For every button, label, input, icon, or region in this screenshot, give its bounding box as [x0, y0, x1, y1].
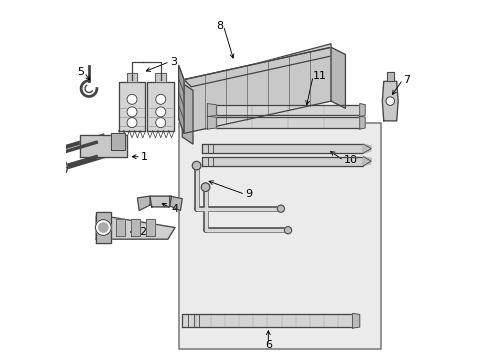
Polygon shape	[179, 65, 184, 134]
Circle shape	[96, 220, 111, 235]
Circle shape	[201, 183, 210, 192]
Polygon shape	[216, 105, 360, 116]
Polygon shape	[182, 315, 353, 327]
Polygon shape	[119, 82, 146, 131]
Polygon shape	[49, 158, 68, 176]
Polygon shape	[184, 47, 338, 87]
Polygon shape	[96, 212, 111, 243]
Circle shape	[127, 107, 137, 117]
Circle shape	[156, 107, 166, 117]
Text: 8: 8	[217, 21, 223, 31]
Text: 2: 2	[139, 227, 147, 237]
Text: 7: 7	[403, 75, 410, 85]
Polygon shape	[207, 116, 216, 129]
Polygon shape	[131, 220, 140, 235]
Circle shape	[127, 94, 137, 104]
Polygon shape	[207, 104, 216, 117]
Polygon shape	[111, 134, 125, 149]
Polygon shape	[126, 73, 137, 82]
Text: 4: 4	[172, 204, 179, 214]
Text: 10: 10	[343, 155, 358, 165]
Circle shape	[98, 223, 108, 232]
Circle shape	[127, 118, 137, 128]
Text: 9: 9	[245, 189, 252, 199]
Circle shape	[386, 97, 394, 105]
Polygon shape	[147, 82, 174, 131]
Polygon shape	[360, 116, 365, 129]
Polygon shape	[80, 135, 126, 157]
Polygon shape	[182, 44, 331, 90]
Polygon shape	[146, 220, 155, 235]
Text: 11: 11	[313, 71, 327, 81]
Polygon shape	[170, 196, 182, 211]
Polygon shape	[382, 81, 398, 121]
Circle shape	[192, 161, 201, 170]
Polygon shape	[360, 104, 365, 117]
Polygon shape	[387, 72, 394, 81]
Polygon shape	[364, 157, 371, 166]
Polygon shape	[202, 144, 364, 153]
Circle shape	[156, 118, 166, 128]
Circle shape	[277, 205, 285, 212]
Polygon shape	[364, 144, 371, 153]
Bar	[179, 123, 381, 348]
Polygon shape	[353, 314, 360, 328]
Polygon shape	[116, 220, 125, 235]
Polygon shape	[137, 196, 150, 211]
Text: 1: 1	[141, 152, 148, 162]
Circle shape	[156, 94, 166, 104]
Polygon shape	[184, 47, 331, 134]
Text: 5: 5	[77, 67, 84, 77]
Polygon shape	[155, 73, 166, 82]
Polygon shape	[216, 117, 360, 128]
Circle shape	[285, 226, 292, 234]
Polygon shape	[331, 47, 345, 108]
Polygon shape	[150, 196, 172, 207]
Text: 3: 3	[170, 57, 177, 67]
Polygon shape	[182, 83, 193, 144]
Text: 6: 6	[265, 340, 272, 350]
Polygon shape	[96, 216, 175, 239]
Polygon shape	[202, 157, 364, 166]
